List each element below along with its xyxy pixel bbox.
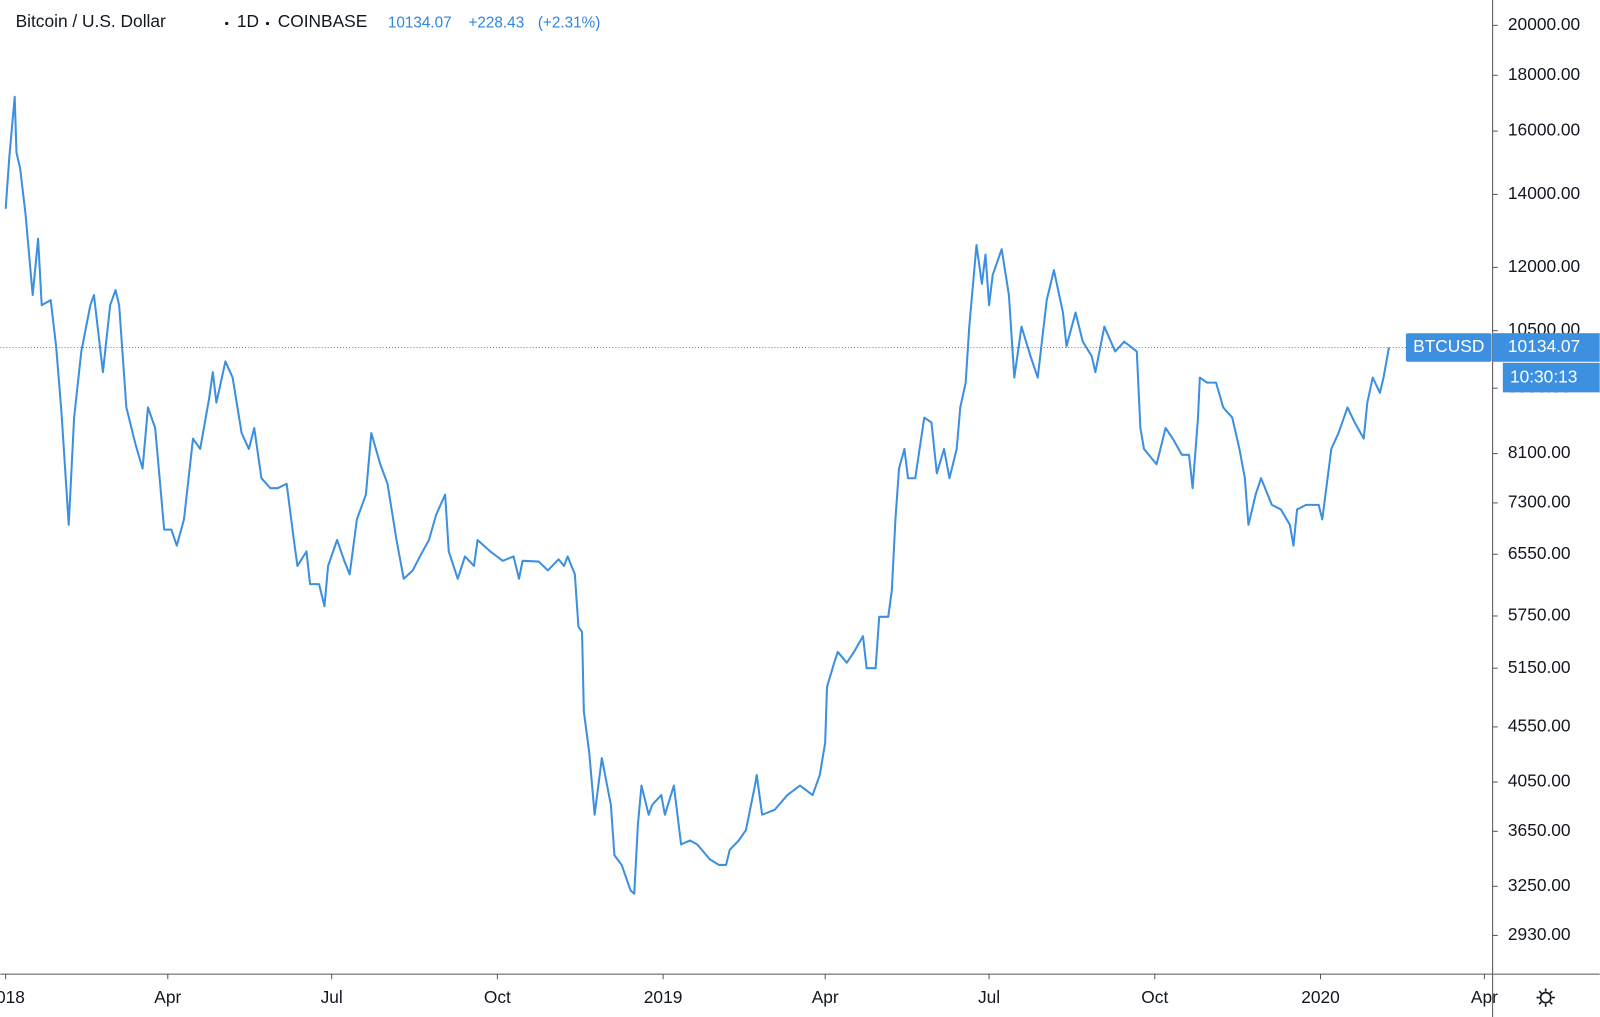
x-tick-label: Oct bbox=[484, 987, 511, 1007]
x-tick-label: 2018 bbox=[0, 987, 25, 1007]
last-price: 10134.07 bbox=[388, 15, 452, 32]
y-tick-label: 14000.00 bbox=[1508, 183, 1580, 203]
symbol-label-box bbox=[1405, 333, 1492, 362]
settings-icon[interactable] bbox=[1536, 988, 1555, 1007]
interval: 1D bbox=[237, 11, 259, 31]
exchange: COINBASE bbox=[278, 11, 368, 31]
y-tick-label: 8100.00 bbox=[1508, 442, 1571, 462]
x-tick-label: Apr bbox=[812, 987, 839, 1007]
x-tick-label: Apr bbox=[154, 987, 181, 1007]
x-tick-label: Jul bbox=[321, 987, 343, 1007]
y-tick-label: 18000.00 bbox=[1508, 64, 1580, 84]
countdown: 10:30:13 bbox=[1510, 367, 1577, 387]
y-tick-label: 2930.00 bbox=[1508, 924, 1571, 944]
x-tick-label: 2020 bbox=[1301, 987, 1340, 1007]
y-tick-label: 16000.00 bbox=[1508, 120, 1580, 140]
price-line bbox=[4, 95, 1390, 895]
separator-dot bbox=[265, 21, 270, 26]
y-tick-label: 20000.00 bbox=[1508, 14, 1580, 34]
y-tick-label: 3250.00 bbox=[1508, 875, 1571, 895]
y-tick-label: 4050.00 bbox=[1508, 771, 1571, 791]
price-change: +228.43 bbox=[468, 15, 524, 32]
symbol-label: BTCUSD bbox=[1413, 336, 1484, 356]
x-tick-label: Jul bbox=[978, 987, 1000, 1007]
price-change-percent: (+2.31%) bbox=[538, 15, 600, 32]
y-tick-label: 7300.00 bbox=[1508, 491, 1571, 511]
x-tick-label: Oct bbox=[1141, 987, 1168, 1007]
y-tick-label: 5150.00 bbox=[1508, 657, 1571, 677]
x-tick-label: 2019 bbox=[644, 987, 683, 1007]
y-tick-label: 12000.00 bbox=[1508, 256, 1580, 276]
y-tick-label: 4550.00 bbox=[1508, 715, 1571, 735]
price-label-box bbox=[1492, 333, 1600, 362]
x-tick-label: Apr bbox=[1471, 987, 1498, 1007]
price-label: 10134.07 bbox=[1508, 336, 1580, 356]
y-tick-label: 3650.00 bbox=[1508, 820, 1571, 840]
y-tick-label: 6550.00 bbox=[1508, 543, 1571, 563]
countdown-box bbox=[1502, 362, 1600, 393]
y-tick-label: 5750.00 bbox=[1508, 605, 1571, 625]
separator-dot bbox=[225, 21, 229, 26]
chart-title: Bitcoin / U.S. Dollar bbox=[16, 11, 166, 31]
